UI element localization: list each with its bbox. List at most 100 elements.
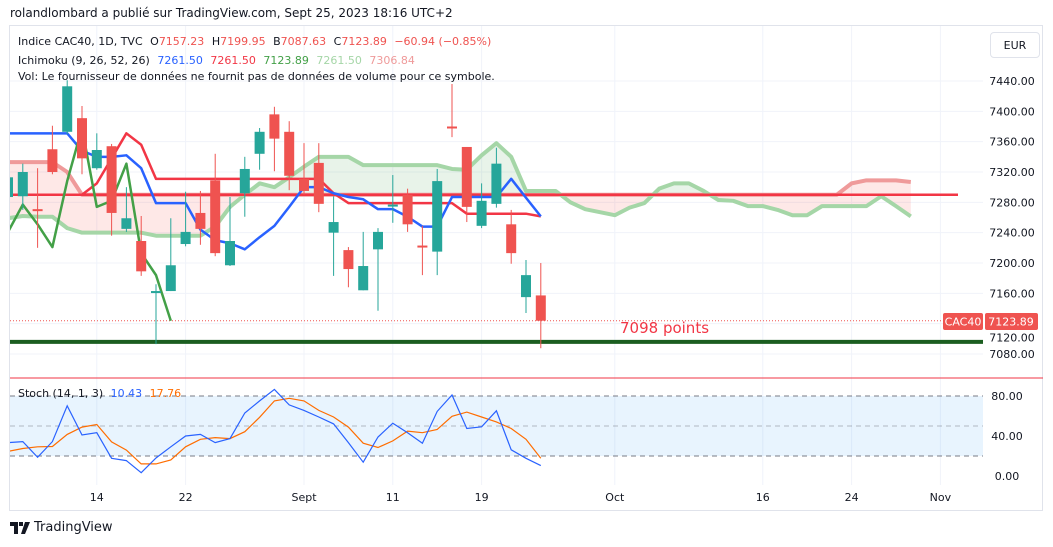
candle[interactable] (535, 263, 546, 349)
candle[interactable] (77, 106, 87, 175)
price-tag-bg (985, 313, 1038, 330)
cloud-segment (585, 194, 600, 213)
cloud-segment (170, 194, 186, 236)
stoch-k-value: 10.43 (110, 387, 143, 400)
candle[interactable] (313, 143, 324, 213)
legend-stoch[interactable]: Stoch (14, 1, 3) 10.43 17.76 (18, 387, 185, 400)
ichimoku-conversion-value: 7261.50 (157, 54, 203, 67)
price-pane[interactable] (3, 80, 985, 349)
candle[interactable] (62, 80, 73, 135)
price-tag: 7123.89 (988, 316, 1034, 329)
cloud-segment (822, 194, 837, 207)
candle[interactable] (269, 106, 280, 172)
candle[interactable] (343, 247, 354, 288)
candle[interactable] (151, 284, 161, 345)
cloud-segment (792, 194, 808, 216)
candle[interactable] (136, 215, 147, 276)
candle[interactable] (461, 146, 472, 223)
candle[interactable] (106, 143, 117, 236)
candle-body (195, 212, 206, 229)
candle[interactable] (239, 156, 250, 217)
candle-body (284, 131, 295, 176)
candle-body (136, 241, 147, 272)
candle[interactable] (328, 196, 339, 276)
price-axis-label: 7080.00 (989, 348, 1035, 361)
candle-body (447, 126, 457, 129)
stoch-axis-label: 0.00 (995, 470, 1020, 483)
leading-span-a-line (10, 141, 912, 238)
candle[interactable] (447, 84, 457, 138)
candle-body (10, 177, 13, 198)
candle[interactable] (17, 163, 28, 210)
base-line (10, 132, 542, 218)
legend-close: C7123.89 (333, 35, 387, 48)
candle-body (313, 162, 324, 204)
time-axis-label: 22 (179, 491, 193, 504)
legend-high: H7199.95 (211, 35, 266, 48)
cloud-segment (674, 183, 689, 195)
brand-name: TradingView (34, 520, 113, 535)
cloud-segment (614, 194, 630, 216)
cloud-segment (82, 194, 97, 233)
candle[interactable] (491, 147, 502, 208)
candle-body (121, 218, 132, 229)
cloud-segment (866, 180, 882, 207)
grid (10, 26, 983, 485)
time-axis-label: 16 (756, 491, 770, 504)
candle[interactable] (195, 190, 206, 245)
symbol-tag: CAC40 (945, 316, 982, 329)
candle[interactable] (121, 187, 132, 232)
candle[interactable] (373, 228, 383, 311)
candle[interactable] (210, 153, 221, 257)
legend-ichimoku[interactable]: Ichimoku (9, 26, 52, 26) 7261.50 7261.50… (18, 54, 419, 67)
candle[interactable] (402, 188, 413, 232)
cloud-segment (748, 194, 763, 207)
candle[interactable] (32, 168, 43, 248)
cloud-segment (348, 156, 364, 195)
cloud-segment (156, 194, 171, 236)
ichimoku-label: Ichimoku (9, 26, 52, 26) (18, 54, 150, 67)
candle[interactable] (284, 121, 295, 191)
candle[interactable] (432, 168, 443, 276)
candle[interactable] (299, 143, 309, 195)
publisher-line: rolandlombard a publié sur TradingView.c… (10, 6, 453, 20)
candle-body (17, 171, 28, 197)
tradingview-brand[interactable]: TradingView (10, 520, 113, 535)
candle[interactable] (417, 225, 428, 276)
candle-body (387, 204, 398, 207)
legend-low: B7087.63 (273, 35, 327, 48)
candle[interactable] (358, 231, 369, 291)
cloud-segment (141, 194, 156, 236)
currency-button[interactable]: EUR (990, 32, 1040, 58)
candle[interactable] (254, 128, 265, 170)
ichimoku-lagging-value: 7123.89 (263, 54, 309, 67)
candle-body (106, 146, 117, 213)
ichimoku-base-value: 7261.50 (210, 54, 256, 67)
ichimoku-lead-a-value: 7261.50 (316, 54, 362, 67)
time-axis-label: 11 (386, 491, 400, 504)
cloud-segment (851, 180, 867, 207)
candle[interactable] (47, 125, 58, 175)
candle[interactable] (225, 197, 235, 267)
candle[interactable] (506, 209, 517, 264)
candle-body (432, 181, 443, 252)
candle-body (402, 194, 413, 225)
candle-body (358, 266, 369, 291)
candle[interactable] (3, 172, 13, 201)
time-axis-label: 14 (90, 491, 104, 504)
price-axis-label: 7120.00 (989, 332, 1035, 345)
candle[interactable] (180, 191, 191, 247)
candle[interactable] (387, 175, 398, 223)
legend-volume-note: Vol: Le fournisseur de données ne fourni… (18, 70, 495, 83)
chart-frame (9, 25, 1043, 511)
candle-body (269, 114, 280, 139)
tradingview-logo-icon (10, 521, 30, 534)
cloud-segment (881, 180, 896, 207)
candle[interactable] (476, 183, 487, 229)
candle[interactable] (521, 259, 531, 314)
candle[interactable] (165, 218, 176, 292)
stoch-pane[interactable] (8, 388, 983, 474)
stoch-k-line (10, 388, 542, 474)
candle[interactable] (91, 133, 102, 170)
